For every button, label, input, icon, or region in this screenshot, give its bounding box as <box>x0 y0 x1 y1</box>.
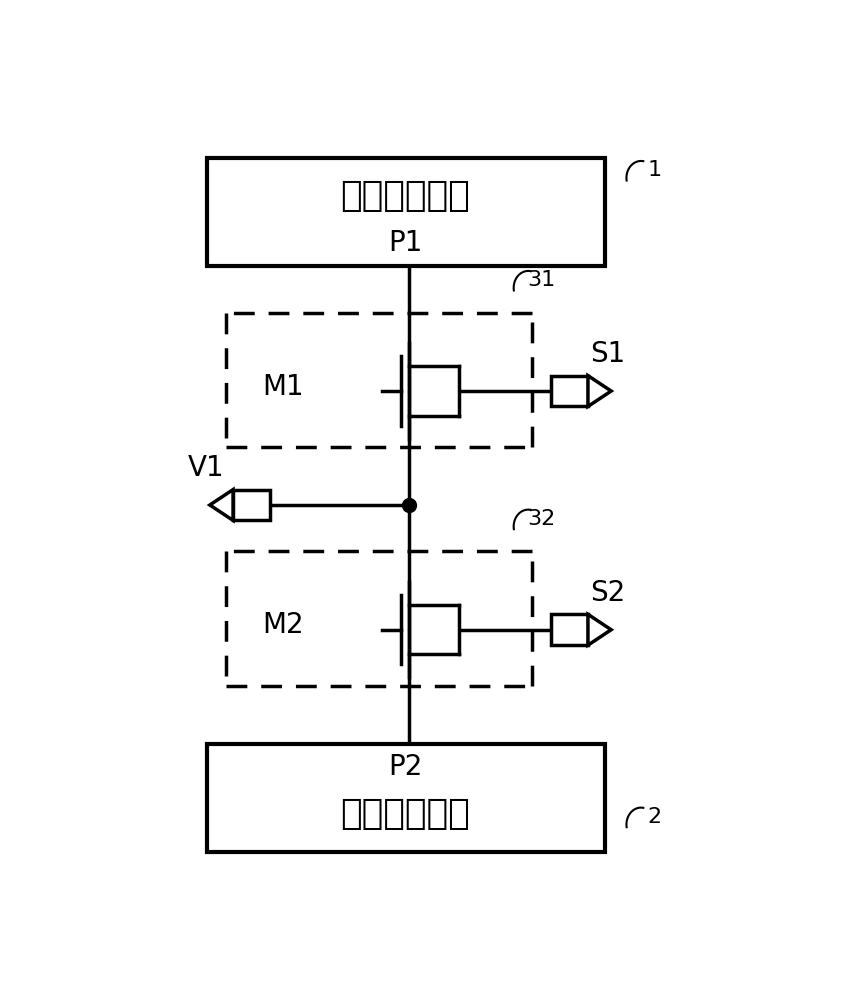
Text: 31: 31 <box>527 270 556 290</box>
Text: S2: S2 <box>591 579 626 607</box>
Text: P2: P2 <box>389 753 423 781</box>
Polygon shape <box>588 614 611 645</box>
Text: S1: S1 <box>591 340 626 368</box>
Bar <box>206 744 604 852</box>
Text: 1: 1 <box>647 160 662 180</box>
Text: M2: M2 <box>262 611 304 639</box>
Polygon shape <box>588 376 611 406</box>
Text: 电源管理模块: 电源管理模块 <box>341 797 471 831</box>
Text: P1: P1 <box>389 229 423 257</box>
Bar <box>551 614 588 645</box>
Text: 面板驱动模块: 面板驱动模块 <box>341 179 471 213</box>
Text: V1: V1 <box>188 454 225 482</box>
Text: 2: 2 <box>647 807 662 827</box>
Bar <box>206 158 604 266</box>
Text: M1: M1 <box>262 373 304 401</box>
Text: 32: 32 <box>527 509 556 529</box>
Bar <box>233 490 270 520</box>
Polygon shape <box>210 490 233 520</box>
Bar <box>551 376 588 406</box>
